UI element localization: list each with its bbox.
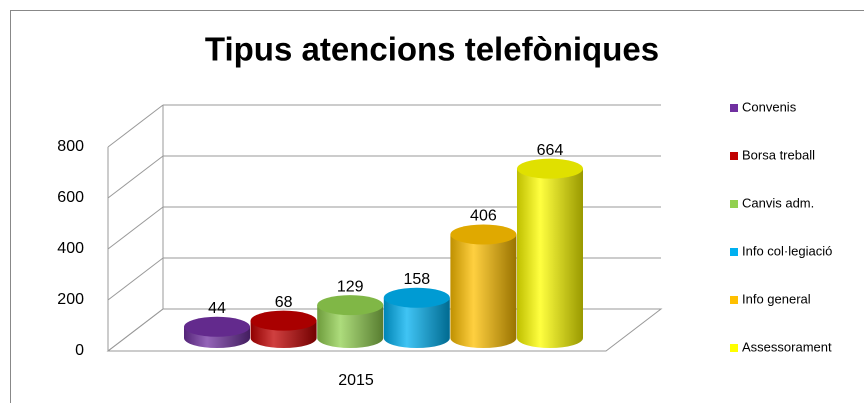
data-label: 68 bbox=[275, 294, 293, 311]
data-label: 158 bbox=[403, 271, 430, 288]
legend-label: Borsa treball bbox=[742, 147, 815, 162]
bar-body bbox=[317, 305, 384, 348]
legend-label: Canvis adm. bbox=[742, 195, 814, 210]
bar-top bbox=[184, 316, 250, 337]
y-tick-label: 600 bbox=[57, 189, 84, 206]
y-tick-label: 800 bbox=[57, 138, 84, 155]
legend-swatch bbox=[730, 344, 738, 352]
data-label: 664 bbox=[537, 142, 564, 159]
bar-body bbox=[450, 234, 517, 348]
legend-label: Info general bbox=[742, 291, 811, 306]
bar-body bbox=[517, 168, 583, 348]
legend-swatch bbox=[730, 104, 738, 112]
grid-line bbox=[107, 155, 164, 199]
data-label: 129 bbox=[337, 278, 364, 295]
data-label: 44 bbox=[208, 300, 226, 317]
chart-title: Tipus atencions telefòniques bbox=[205, 31, 659, 68]
bar-top bbox=[517, 158, 583, 179]
y-tick-label: 0 bbox=[75, 342, 84, 359]
legend-swatch bbox=[730, 248, 738, 256]
y-tick-label: 400 bbox=[57, 240, 84, 257]
x-tick-label: 2015 bbox=[338, 372, 374, 389]
legend-label: Assessorament bbox=[742, 339, 832, 354]
data-label: 406 bbox=[470, 208, 497, 225]
bar-body bbox=[383, 297, 450, 348]
bar-top bbox=[450, 224, 517, 245]
legend-label: Info col·legiació bbox=[742, 243, 832, 258]
legend-swatch bbox=[730, 152, 738, 160]
grid-line bbox=[107, 206, 164, 250]
legend-swatch bbox=[730, 200, 738, 208]
grid-line bbox=[107, 257, 164, 301]
bar-top bbox=[250, 310, 317, 331]
grid-line bbox=[107, 308, 164, 352]
legend-label: Convenis bbox=[742, 99, 797, 114]
y-tick-label: 200 bbox=[57, 291, 84, 308]
bar-top bbox=[383, 287, 450, 308]
grid-line bbox=[107, 104, 164, 148]
bar-top bbox=[317, 295, 384, 316]
legend-swatch bbox=[730, 296, 738, 304]
